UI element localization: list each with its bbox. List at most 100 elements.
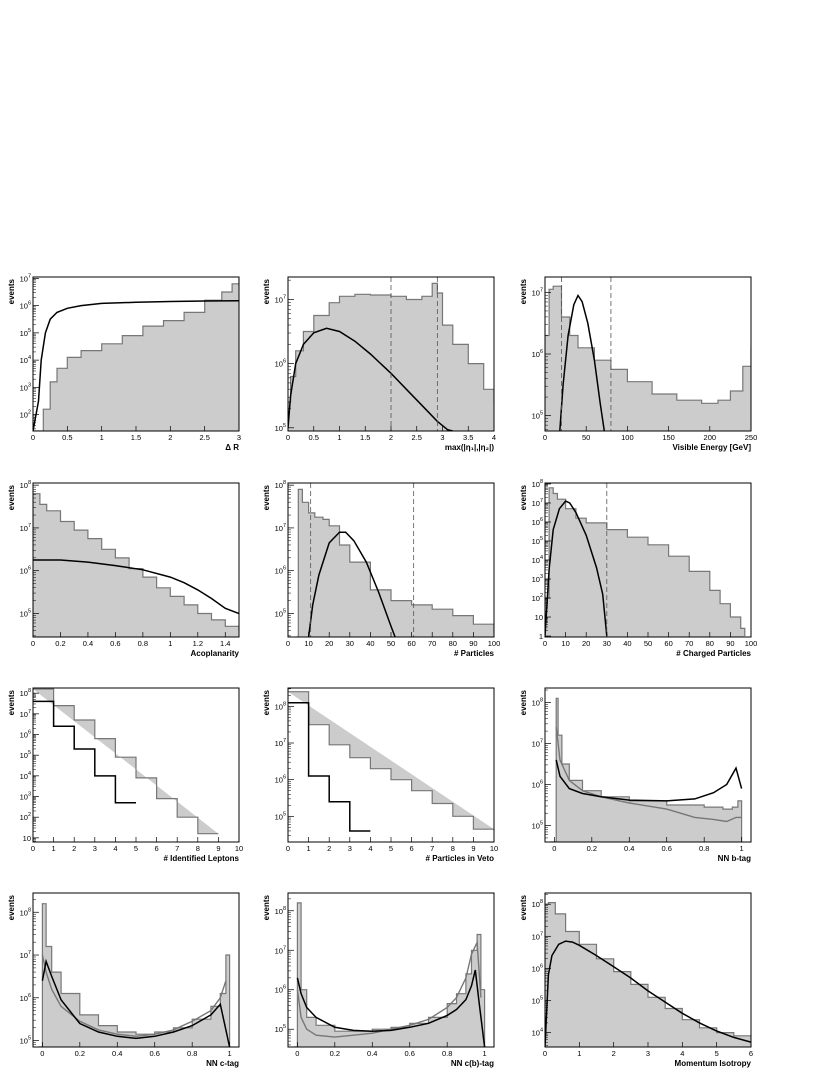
y-tick-label: 107 xyxy=(20,273,31,283)
y-tick-label: 10 xyxy=(23,834,31,843)
y-tick-exponent: 7 xyxy=(540,498,543,504)
x-tick-label: 200 xyxy=(704,433,717,442)
x-tick-label: 10 xyxy=(304,639,312,648)
y-tick-exponent: 4 xyxy=(540,555,543,561)
y-tick-exponent: 3 xyxy=(28,382,31,388)
x-tick-label: 7 xyxy=(430,844,434,853)
background-area xyxy=(33,278,239,431)
y-axis-title: events xyxy=(7,894,16,920)
y-tick-label: 108 xyxy=(20,688,31,698)
x-tick-label: 7 xyxy=(175,844,179,853)
y-tick-exponent: 8 xyxy=(540,479,543,485)
x-tick-label: 20 xyxy=(325,639,333,648)
y-tick-exponent: 3 xyxy=(540,574,543,580)
y-tick-exponent: 5 xyxy=(28,608,31,614)
x-tick-label: 0.2 xyxy=(75,1049,85,1058)
y-tick-exponent: 8 xyxy=(540,899,543,905)
y-axis-title: events xyxy=(519,484,528,510)
x-tick-label: 1.5 xyxy=(131,433,141,442)
x-tick-label: 0.4 xyxy=(367,1049,377,1058)
plot-content xyxy=(33,688,219,835)
y-tick-label: 107 xyxy=(532,287,543,297)
y-tick-exponent: 5 xyxy=(540,821,543,827)
y-tick-label: 106 xyxy=(532,780,543,790)
x-tick-label: 0 xyxy=(31,639,35,648)
background-area xyxy=(545,286,751,431)
y-tick-exponent: 5 xyxy=(28,1036,31,1042)
y-tick-label: 1 xyxy=(539,632,543,641)
background-outline xyxy=(296,488,494,637)
x-tick-label: 1 xyxy=(100,433,104,442)
y-tick-label: 104 xyxy=(532,1028,543,1038)
y-tick-exponent: 7 xyxy=(28,709,31,715)
panel-11: 0 0.2 0.4 0.6 0.8 1 105 106 107 108 NN c(b)-tag eve… xyxy=(262,892,495,1068)
x-tick-label: 0 xyxy=(286,844,290,853)
x-tick-label: 0 xyxy=(31,844,35,853)
x-tick-label: 1 xyxy=(483,1049,487,1058)
y-tick-exponent: 5 xyxy=(28,750,31,756)
x-tick-label: 0.4 xyxy=(624,844,634,853)
y-tick-exponent: 6 xyxy=(283,985,286,991)
y-tick-exponent: 6 xyxy=(28,301,31,307)
y-tick-label: 102 xyxy=(20,410,31,420)
y-tick-label: 106 xyxy=(20,993,31,1003)
x-tick-label: 0 xyxy=(286,433,290,442)
y-axis-title: events xyxy=(7,278,16,304)
y-tick-exponent: 4 xyxy=(28,355,31,361)
x-tick-label: 0 xyxy=(543,433,547,442)
y-tick-exponent: 7 xyxy=(540,738,543,744)
y-tick-exponent: 8 xyxy=(283,480,286,486)
y-tick-label: 103 xyxy=(20,382,31,392)
y-tick-label: 105 xyxy=(20,608,31,618)
background-area xyxy=(545,902,751,1047)
x-tick-label: 50 xyxy=(387,639,395,648)
y-tick-label: 107 xyxy=(275,738,286,748)
y-tick-label: 107 xyxy=(20,709,31,719)
y-tick-exponent: 6 xyxy=(283,359,286,365)
y-tick-label: 108 xyxy=(275,480,286,490)
y-axis-title: events xyxy=(262,689,271,715)
background-outline xyxy=(33,278,239,431)
x-tick-label: 5 xyxy=(715,1049,719,1058)
background-outline xyxy=(288,691,494,830)
x-axis-title: NN b-tag xyxy=(718,854,751,863)
background-area xyxy=(550,698,742,842)
x-axis-title: # Particles xyxy=(454,649,495,658)
signal-line xyxy=(559,293,606,431)
y-tick-label: 107 xyxy=(275,523,286,533)
x-tick-label: 2.5 xyxy=(199,433,209,442)
y-tick-exponent: 8 xyxy=(28,907,31,913)
x-tick-label: 30 xyxy=(346,639,354,648)
x-tick-label: 80 xyxy=(706,639,714,648)
y-tick-label: 102 xyxy=(20,812,31,822)
x-axis-title: # Identified Leptons xyxy=(163,854,239,863)
background-outline xyxy=(545,902,751,1039)
y-tick-exponent: 5 xyxy=(540,536,543,542)
y-tick-exponent: 6 xyxy=(28,993,31,999)
panel-10: 0 0.2 0.4 0.6 0.8 1 105 106 107 108 NN c-tag events xyxy=(7,892,240,1068)
x-tick-label: 60 xyxy=(407,639,415,648)
x-tick-label: 0.8 xyxy=(442,1049,452,1058)
y-tick-exponent: 5 xyxy=(283,811,286,817)
x-tick-label: 0 xyxy=(31,433,35,442)
y-tick-exponent: 5 xyxy=(28,328,31,334)
x-tick-label: 0.5 xyxy=(309,433,319,442)
y-tick-label: 106 xyxy=(532,517,543,527)
x-tick-label: 70 xyxy=(685,639,693,648)
background-outline xyxy=(33,493,239,631)
plot-content xyxy=(545,277,751,431)
y-tick-label: 105 xyxy=(275,608,286,618)
y-tick-exponent: 6 xyxy=(28,566,31,572)
y-tick-exponent: 6 xyxy=(540,349,543,355)
x-axis-title: # Charged Particles xyxy=(676,649,751,658)
y-tick-label: 103 xyxy=(532,574,543,584)
y-tick-label: 106 xyxy=(20,566,31,576)
y-tick-label: 10 xyxy=(535,613,543,622)
y-tick-exponent: 2 xyxy=(540,593,543,599)
y-tick-label: 106 xyxy=(532,349,543,359)
y-tick-exponent: 7 xyxy=(540,287,543,293)
x-tick-label: 40 xyxy=(623,639,631,648)
signal-line xyxy=(545,500,608,637)
x-tick-label: 8 xyxy=(196,844,200,853)
x-tick-label: 250 xyxy=(745,433,758,442)
